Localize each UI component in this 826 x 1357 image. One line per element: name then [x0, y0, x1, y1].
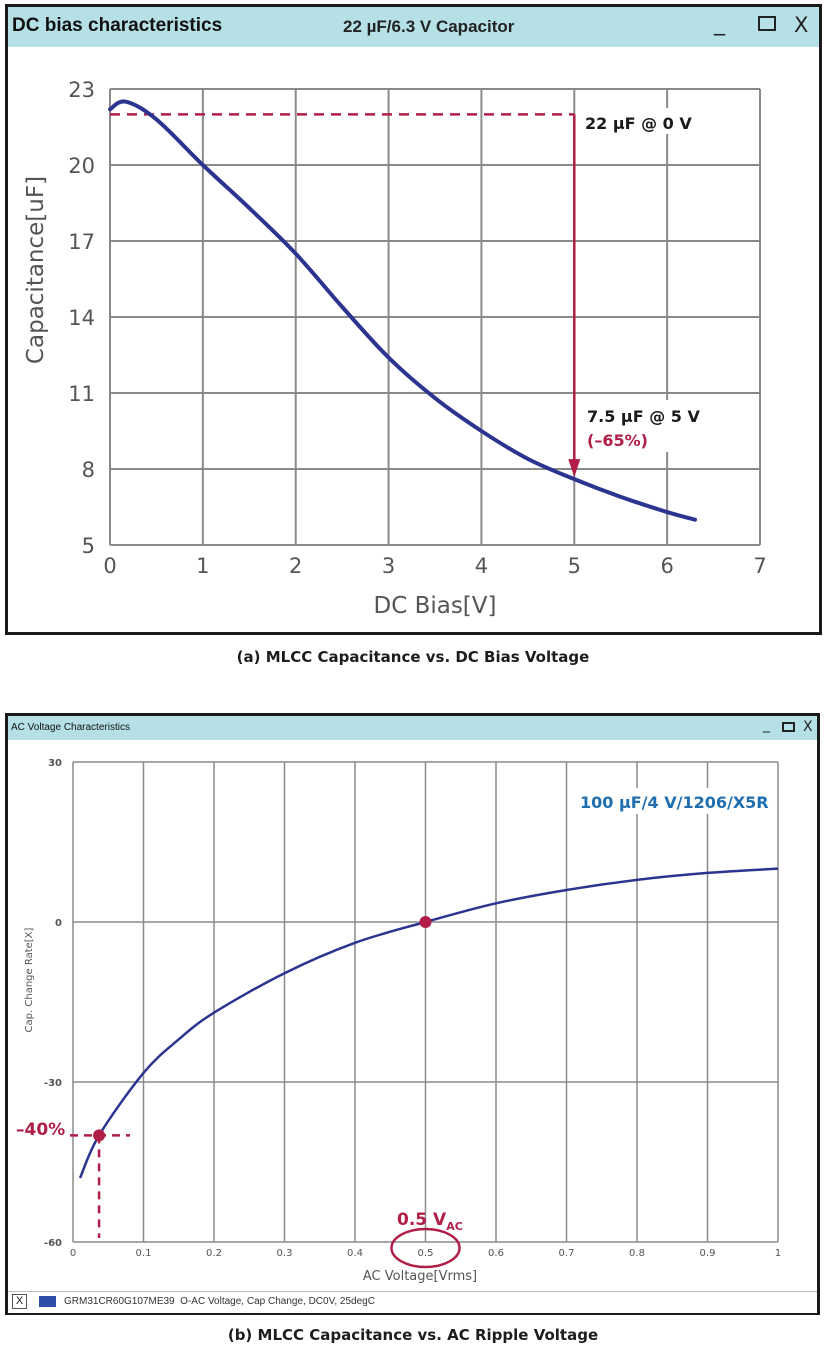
low-point-label: –40%: [16, 1120, 65, 1140]
dc-bias-titlebar: DC bias characteristics 22 µF/6.3 V Capa…: [8, 7, 819, 47]
mid-point-marker: [419, 916, 432, 928]
x-axis-label: AC Voltage[Vrms]: [363, 1269, 477, 1284]
y-axis-label: Capacitance[uF]: [23, 176, 49, 364]
x-tick-label: 2: [289, 554, 302, 578]
y-tick-label: 23: [68, 78, 95, 102]
caption-b: (b) MLCC Capacitance vs. AC Ripple Volta…: [227, 1326, 599, 1344]
y-tick-label: 5: [82, 534, 95, 558]
mid-point-label-sub: AC: [446, 1220, 463, 1233]
x-tick-label: 0.5: [418, 1248, 434, 1259]
window-title: DC bias characteristics: [12, 15, 223, 36]
mid-point-label-main: 0.5 V: [397, 1210, 447, 1230]
y-tick-label: 8: [82, 458, 95, 482]
minimize-button[interactable]: _: [763, 717, 770, 733]
x-tick-label: 3: [382, 554, 395, 578]
marker-label: 7.5 µF @ 5 V: [587, 407, 700, 426]
window-subtitle: 22 µF/6.3 V Capacitor: [343, 17, 515, 36]
x-axis-label: DC Bias[V]: [373, 593, 496, 619]
label-bg: [582, 400, 692, 452]
y-axis-label: Cap. Change Rate[X]: [24, 927, 35, 1032]
x-tick-label: 0.8: [629, 1248, 645, 1259]
close-button[interactable]: X: [794, 13, 809, 37]
drop-arrow-head: [568, 459, 581, 478]
cap-change-curve: [78, 867, 779, 1179]
reference-label: 22 µF @ 0 V: [585, 114, 692, 133]
mid-point-label: 0.5 VAC: [397, 1210, 463, 1233]
x-tick-label: 0.9: [700, 1248, 716, 1259]
x-tick-label: 7: [753, 554, 766, 578]
y-tick-label: 14: [68, 306, 95, 330]
x-tick-label: 0.2: [206, 1248, 222, 1259]
label-bg: [582, 108, 697, 134]
x-tick-label: 0.6: [488, 1248, 504, 1259]
y-tick-label: -30: [44, 1078, 62, 1089]
x-tick-label: 4: [475, 554, 488, 578]
part-label: 100 µF/4 V/1206/X5R: [580, 793, 769, 812]
y-tick-label: -60: [44, 1238, 62, 1249]
marker-change-label: (–65%): [587, 431, 648, 450]
close-button[interactable]: X: [803, 719, 813, 735]
x-tick-label: 1: [196, 554, 209, 578]
minimize-button[interactable]: _: [714, 11, 725, 36]
label-bg: [576, 788, 772, 814]
ac-voltage-chart: 0 0.1 0.2 0.3 0.4 0.5 0.6 0.7 0.8 0.9 1 -60 -30 0 30 A…: [14, 758, 781, 1284]
x-tick-label: 0.4: [347, 1248, 363, 1259]
x-tick-label: 6: [660, 554, 673, 578]
ac-voltage-titlebar: AC Voltage Characteristics _ X: [8, 716, 817, 740]
x-tick-label: 1: [775, 1248, 781, 1259]
y-tick-label: 0: [55, 918, 62, 929]
x-tick-label: 0.1: [136, 1248, 152, 1259]
x-tick-label: 0: [103, 554, 116, 578]
y-tick-label: 30: [48, 758, 62, 769]
legend-swatch-icon: [39, 1296, 56, 1307]
x-tick-label: 5: [568, 554, 581, 578]
maximize-button[interactable]: [758, 16, 776, 31]
legend-close-button[interactable]: X: [12, 1294, 27, 1309]
maximize-button[interactable]: [782, 722, 795, 732]
y-tick-label: 20: [68, 154, 95, 178]
x-tick-label: 0.7: [559, 1248, 575, 1259]
highlight-ellipse: [390, 1227, 461, 1269]
label-bg: [14, 1116, 69, 1140]
x-tick-label: 0.3: [277, 1248, 293, 1259]
y-tick-label: 11: [68, 382, 95, 406]
legend-bar: X GRM31CR60G107ME39 O-AC Voltage, Cap Ch…: [8, 1291, 817, 1313]
capacitance-curve: [108, 99, 697, 522]
y-tick-label: 17: [68, 230, 95, 254]
window-title: AC Voltage Characteristics: [11, 722, 130, 733]
caption-a: (a) MLCC Capacitance vs. DC Bias Voltage: [236, 648, 590, 666]
x-tick-label: 0: [70, 1248, 76, 1259]
legend-text: GRM31CR60G107ME39 O-AC Voltage, Cap Chan…: [64, 1296, 375, 1307]
low-point-marker: [93, 1129, 106, 1142]
